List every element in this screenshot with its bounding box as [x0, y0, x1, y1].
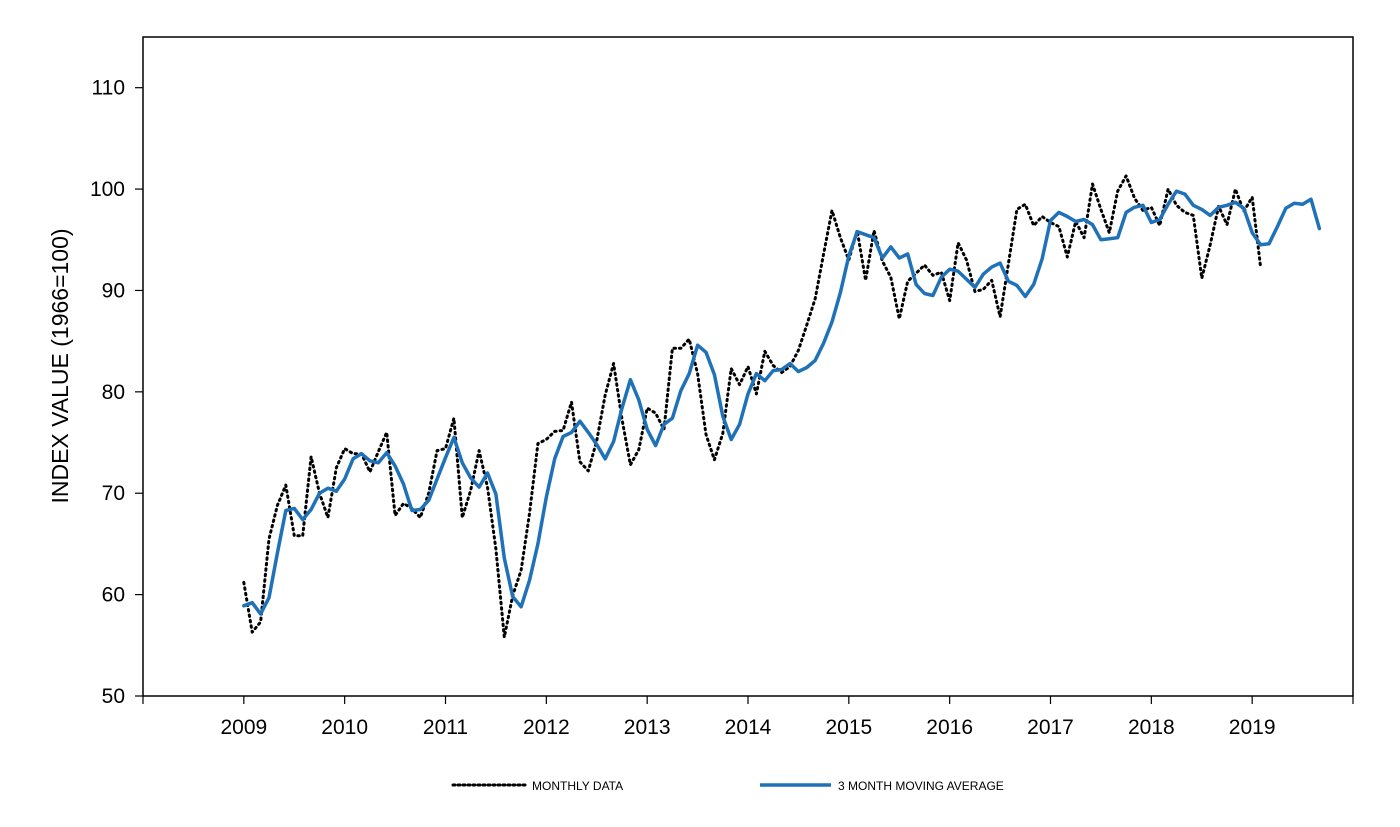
- y-tick-label: 60: [102, 584, 125, 607]
- x-tick-label: 2015: [825, 716, 872, 739]
- y-axis: 50 60 70 80 90 100 110: [90, 77, 143, 708]
- x-axis: 2009 2010 2011 2012 2013 2014 2015 2016 2017 2018…: [142, 696, 1354, 739]
- x-tick-label: 2017: [1027, 716, 1074, 739]
- x-tick-label: 2016: [926, 716, 973, 739]
- series-line-moving-average: [242, 189, 1322, 616]
- x-tick-label: 2011: [423, 716, 468, 739]
- x-tick-label: 2012: [523, 716, 570, 739]
- x-tick-label: 2013: [624, 716, 671, 739]
- x-tick-label: 2019: [1229, 716, 1276, 739]
- legend: MONTHLY DATA 3 MONTH MOVING AVERAGE: [451, 779, 1004, 793]
- y-axis-title: INDEX VALUE (1966=100): [47, 228, 73, 503]
- y-tick-label: 90: [102, 279, 125, 302]
- x-tick-label: 2010: [321, 716, 368, 739]
- y-tick-label: 80: [102, 381, 125, 404]
- x-tick-label: 2009: [220, 716, 267, 739]
- legend-label-monthly-data: MONTHLY DATA: [532, 779, 623, 793]
- x-tick-label: 2018: [1128, 716, 1175, 739]
- series-line-monthly-data: [242, 174, 1263, 639]
- y-tick-label: 110: [92, 77, 125, 100]
- y-tick-label: 70: [102, 482, 125, 505]
- legend-label-moving-average: 3 MONTH MOVING AVERAGE: [838, 779, 1004, 793]
- legend-item-monthly-data: MONTHLY DATA: [451, 779, 623, 793]
- y-tick-label: 50: [102, 685, 125, 708]
- y-tick-label: 100: [90, 178, 125, 201]
- series-layer: [242, 174, 1322, 639]
- x-tick-label: 2014: [725, 716, 772, 739]
- legend-item-moving-average: 3 MONTH MOVING AVERAGE: [760, 779, 1004, 793]
